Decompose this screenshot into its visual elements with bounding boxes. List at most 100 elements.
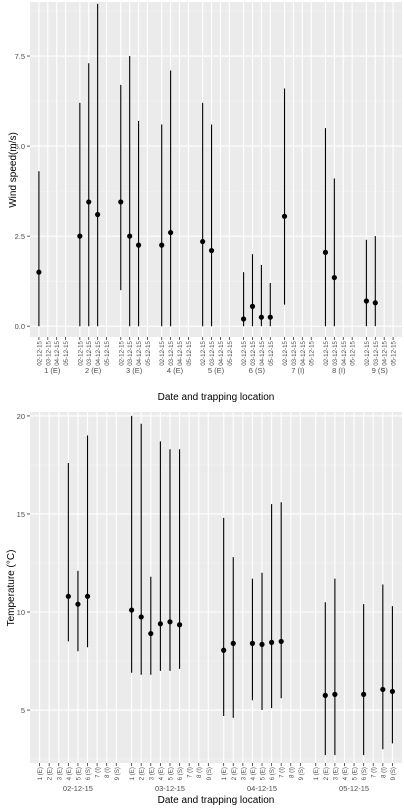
x-tick-label: 03-12-15 [45, 340, 52, 365]
group-label-4-e: 4 (E) [167, 366, 184, 375]
x-tick-label: 03-12-15 [127, 340, 134, 365]
temperature-panel-background [30, 412, 402, 763]
mean-point-05-12-15-8-i [380, 686, 386, 693]
mean-point-04-12-15-1-e [221, 647, 227, 653]
x-tick-label: 05-12-15 [268, 340, 275, 365]
x-tick-label: 04-12-15 [136, 340, 143, 365]
x-tick-label: 9 (S) [206, 767, 213, 780]
x-tick-label: 05-12-15 [350, 340, 357, 365]
mean-point-05-12-15-2-e [322, 692, 328, 698]
mean-point-05-12-15-3-e [332, 691, 338, 697]
x-tick-label: 1 (E) [37, 767, 44, 780]
x-tick-label: 7 (I) [95, 767, 102, 778]
x-tick-label: 04-12-15 [382, 340, 389, 365]
x-tick-label: 05-12-15 [186, 340, 193, 365]
x-tick-label: 02-12-15 [77, 340, 84, 365]
x-tick-label: 4 (E) [342, 767, 349, 780]
mean-point-02-12-15-5-e [75, 601, 81, 607]
x-tick-label: 02-12-15 [159, 340, 166, 365]
mean-point-4-e-03-12-15 [168, 229, 174, 236]
x-tick-label: 5 (E) [167, 767, 174, 780]
mean-point-5-e-02-12-15 [200, 238, 206, 245]
x-tick-label: 5 (E) [260, 767, 267, 780]
x-tick-label: 7 (I) [371, 767, 378, 778]
mean-point-04-12-15-5-e [259, 641, 265, 647]
x-tick-label: 03-12-15 [250, 340, 257, 365]
group-label-04-12-15: 04-12-15 [247, 784, 277, 793]
x-tick-label: 5 (E) [75, 767, 82, 780]
y-tick-label: 2.5 [15, 232, 25, 241]
x-tick-label: 02-12-15 [364, 340, 371, 365]
mean-point-03-12-15-1-e [129, 607, 135, 613]
x-tick-label: 03-12-15 [86, 340, 93, 365]
mean-point-7-i-02-12-15 [281, 213, 288, 219]
mean-point-6-s-02-12-15 [240, 316, 247, 322]
x-tick-label: 04-12-15 [259, 340, 266, 365]
wind-y-axis-label: Wind speed(m/s) [8, 132, 19, 208]
x-tick-label: 3 (E) [240, 767, 247, 780]
y-tick-label: 0.0 [15, 322, 25, 331]
x-tick-label: 1 (E) [129, 767, 136, 780]
mean-point-4-e-02-12-15 [159, 242, 165, 248]
x-tick-label: 05-12-15 [104, 340, 111, 365]
wind-y-ticks: 0.0 2.5 5.0 7.5 [15, 52, 30, 331]
x-tick-label: 2 (E) [231, 767, 238, 780]
x-tick-label: 8 (I) [104, 767, 111, 778]
mean-point-03-12-15-4-e [157, 621, 163, 627]
mean-point-02-12-15-6-s [84, 593, 91, 599]
x-tick-label: 6 (S) [269, 767, 276, 780]
mean-point-03-12-15-5-e [167, 619, 173, 625]
group-label-6-s: 6 (S) [249, 366, 266, 375]
x-tick-label: 02-12-15 [118, 340, 125, 365]
x-tick-label: 6 (S) [361, 767, 368, 780]
x-tick-label: 05-12-15 [227, 340, 234, 365]
group-label-05-12-15: 05-12-15 [339, 784, 369, 793]
y-tick-label: 15 [17, 510, 25, 519]
mean-point-05-12-15-6-s [361, 691, 367, 697]
mean-point-9-s-02-12-15 [363, 298, 370, 304]
mean-point-8-i-02-12-15 [322, 249, 329, 255]
y-tick-label: 7.5 [15, 52, 25, 61]
x-tick-label: 8 (I) [380, 767, 387, 778]
x-tick-label: 1 (E) [313, 767, 320, 780]
x-tick-label: 04-12-15 [54, 340, 61, 365]
temperature-y-ticks: 5 10 15 20 [17, 412, 30, 715]
mean-point-05-12-15-9-s [389, 688, 396, 695]
x-tick-label: 04-12-15 [95, 340, 102, 365]
wind-speed-chart: 0.02.55.07.5 02-12-15 03-12-15 04-12-15 05-… [8, 2, 402, 403]
group-label-02-12-15: 02-12-15 [63, 784, 93, 793]
group-label-2-e: 2 (E) [85, 366, 102, 375]
x-tick-label: 3 (E) [332, 767, 339, 780]
x-tick-label: 6 (S) [177, 767, 184, 780]
y-tick-label: 5 [21, 706, 25, 715]
mean-point-9-s-03-12-15 [372, 300, 378, 306]
temperature-x-axis-label: Date and trapping location [158, 795, 275, 806]
x-tick-label: 02-12-15 [323, 340, 330, 365]
x-tick-label: 9 (S) [298, 767, 305, 780]
x-tick-label: 05-12-15 [309, 340, 316, 365]
mean-point-5-e-03-12-15 [208, 247, 215, 254]
x-tick-label: 02-12-15 [282, 340, 289, 365]
x-tick-label: 2 (E) [323, 767, 330, 780]
x-tick-label: 2 (E) [47, 767, 54, 780]
x-tick-label: 03-12-15 [168, 340, 175, 365]
x-tick-label: 03-12-15 [291, 340, 298, 365]
wind-panel-background [30, 2, 402, 337]
mean-point-2-e-03-12-15 [86, 199, 92, 205]
temperature-x-ticks: 1 (E) 2 (E) 3 (E) 4 (E) 5 (E) 6 (S) 7 (I) 8 (I)… [37, 763, 397, 793]
mean-point-6-s-03-12-15 [249, 303, 256, 309]
x-tick-label: 1 (E) [221, 767, 228, 780]
mean-point-3-e-03-12-15 [127, 233, 133, 239]
mean-point-6-s-04-12-15 [258, 314, 264, 320]
mean-point-02-12-15-4-e [65, 593, 71, 599]
mean-point-2-e-02-12-15 [77, 233, 83, 239]
mean-point-03-12-15-2-e [138, 614, 144, 620]
group-label-1-e: 1 (E) [44, 366, 61, 375]
y-tick-label: 5.0 [15, 142, 25, 151]
x-tick-label: 05-12-15 [391, 340, 398, 365]
mean-point-03-12-15-3-e [148, 630, 154, 637]
x-tick-label: 7 (I) [279, 767, 286, 778]
x-tick-label: 4 (E) [158, 767, 165, 780]
